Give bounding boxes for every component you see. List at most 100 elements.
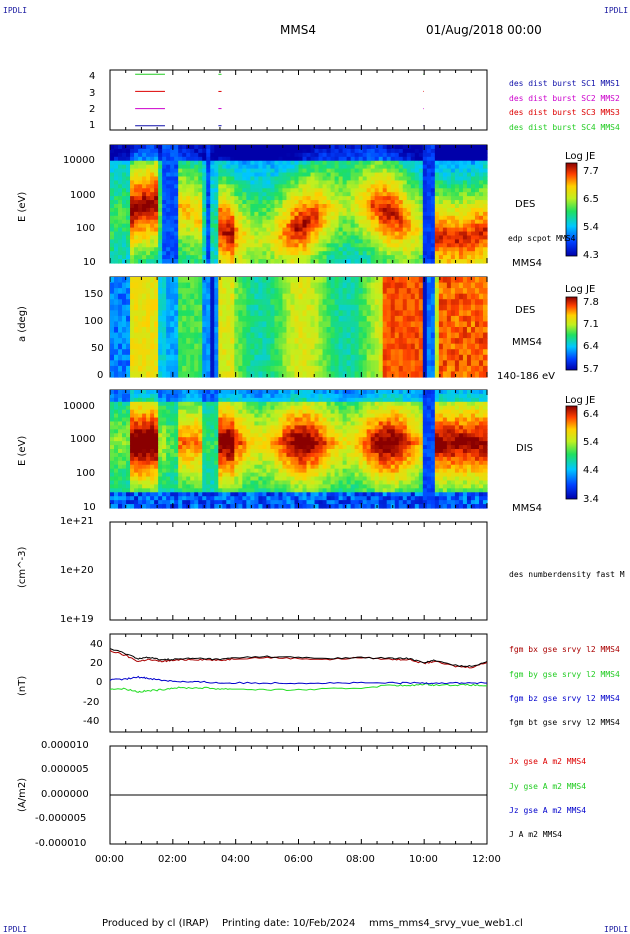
spectrogram-cell bbox=[222, 200, 227, 205]
spectrogram-cell bbox=[134, 207, 139, 213]
spectrogram-cell bbox=[134, 164, 139, 170]
spectrogram-cell bbox=[426, 247, 432, 252]
spectrogram-cell bbox=[414, 176, 420, 181]
spectrogram-cell bbox=[338, 251, 344, 256]
spectrogram-cell bbox=[134, 460, 139, 466]
spectrogram-cell bbox=[178, 145, 183, 150]
spectrogram-cell bbox=[286, 207, 292, 213]
spectrogram-cell bbox=[318, 243, 324, 248]
spectrogram-cell bbox=[330, 288, 336, 295]
spectrogram-cell bbox=[414, 243, 420, 248]
spectrogram-cell bbox=[370, 223, 376, 229]
spectrogram-cell bbox=[166, 172, 171, 178]
spectrogram-cell bbox=[378, 204, 384, 209]
spectrogram-cell bbox=[478, 354, 484, 361]
spectrogram-cell bbox=[178, 211, 183, 217]
spectrogram-cell bbox=[114, 282, 119, 289]
spectrogram-cell bbox=[402, 282, 408, 289]
spectrogram-cell bbox=[174, 243, 179, 248]
spectrogram-cell bbox=[154, 180, 159, 185]
spectrogram-cell bbox=[182, 196, 187, 201]
spectrogram-cell bbox=[346, 255, 352, 260]
spectrogram-cell bbox=[118, 227, 123, 233]
spectrogram-cell bbox=[278, 288, 284, 295]
spectrogram-cell bbox=[162, 484, 167, 489]
spectrogram-cell bbox=[334, 251, 340, 256]
spectrogram-cell bbox=[438, 231, 444, 237]
spectrogram-cell bbox=[422, 145, 428, 150]
spectrogram-cell bbox=[150, 456, 155, 462]
spectrogram-cell bbox=[150, 327, 155, 334]
spectrogram-cell bbox=[434, 223, 440, 229]
spectrogram-cell bbox=[242, 255, 247, 260]
spectrogram-cell bbox=[442, 251, 448, 256]
spectrogram-cell bbox=[358, 288, 364, 295]
spectrogram-cell bbox=[450, 211, 456, 217]
spectrogram-cell bbox=[334, 148, 340, 154]
spectrogram-cell bbox=[182, 156, 187, 162]
spectrogram-cell bbox=[350, 259, 356, 264]
spectrogram-cell bbox=[122, 429, 127, 434]
spectrogram-cell bbox=[426, 148, 432, 154]
spectrogram-cell bbox=[146, 293, 151, 300]
spectrogram-cell bbox=[142, 476, 147, 482]
spectrogram-cell bbox=[430, 196, 436, 201]
spectrogram-cell bbox=[350, 243, 356, 248]
spectrogram-cell bbox=[482, 207, 488, 213]
spectrogram-cell bbox=[118, 441, 123, 446]
spectrogram-cell bbox=[298, 338, 304, 345]
spectrogram-cell bbox=[126, 332, 131, 339]
spectrogram-cell bbox=[150, 277, 155, 284]
spectrogram-cell bbox=[150, 180, 155, 185]
spectrogram-cell bbox=[458, 282, 464, 289]
spectrogram-cell bbox=[122, 259, 127, 264]
spectrogram-cell bbox=[434, 180, 440, 185]
spectrogram-cell bbox=[302, 239, 308, 244]
spectrogram-cell bbox=[142, 277, 147, 284]
spectrogram-cell bbox=[114, 468, 119, 474]
spectrogram-cell bbox=[258, 176, 263, 181]
spectrogram-cell bbox=[470, 360, 476, 367]
spectrogram-cell bbox=[354, 192, 360, 197]
spectrogram-cell bbox=[222, 164, 227, 170]
spectrogram-cell bbox=[350, 219, 356, 225]
spectrogram-cell bbox=[202, 164, 207, 170]
spectrogram-cell bbox=[342, 327, 348, 334]
spectrogram-cell bbox=[198, 180, 203, 185]
spectrogram-cell bbox=[154, 215, 159, 221]
spectrogram-cell bbox=[426, 243, 432, 248]
spectrogram-cell bbox=[366, 255, 372, 260]
spectrogram-cell bbox=[210, 349, 215, 356]
spectrogram-cell bbox=[138, 192, 143, 197]
spectrogram-cell bbox=[190, 156, 195, 162]
spectrogram-cell bbox=[178, 231, 183, 237]
spectrogram-cell bbox=[142, 321, 147, 328]
spectrogram-cell bbox=[218, 338, 223, 345]
spectrogram-cell bbox=[458, 148, 464, 154]
spectrogram-cell bbox=[294, 200, 300, 205]
spectrogram-cell bbox=[366, 184, 372, 189]
spectrogram-cell bbox=[298, 315, 304, 323]
spectrogram-cell bbox=[478, 321, 484, 328]
spectrogram-cell bbox=[150, 164, 155, 170]
spectrogram-cell bbox=[170, 180, 175, 185]
spectrogram-cell bbox=[234, 184, 239, 189]
spectrogram-cell bbox=[338, 343, 344, 350]
spectrogram-cell bbox=[126, 421, 131, 426]
spectrogram-cell bbox=[126, 464, 131, 470]
spectrogram-cell bbox=[126, 405, 131, 411]
spectrogram-cell bbox=[170, 188, 175, 193]
spectrogram-cell bbox=[250, 145, 255, 150]
spectrogram-cell bbox=[334, 354, 340, 361]
spectrogram-cell bbox=[138, 456, 143, 462]
spectrogram-cell bbox=[238, 184, 243, 189]
spectrogram-cell bbox=[110, 160, 115, 166]
spectrogram-cell bbox=[450, 145, 456, 150]
spectrogram-cell bbox=[246, 215, 251, 221]
spectrogram-cell bbox=[162, 255, 167, 260]
spectrogram-cell bbox=[242, 184, 247, 189]
spectrogram-cell bbox=[474, 277, 480, 284]
spectrogram-cell bbox=[350, 251, 356, 256]
spectrogram-cell bbox=[466, 227, 472, 233]
spectrogram-cell bbox=[190, 338, 195, 345]
